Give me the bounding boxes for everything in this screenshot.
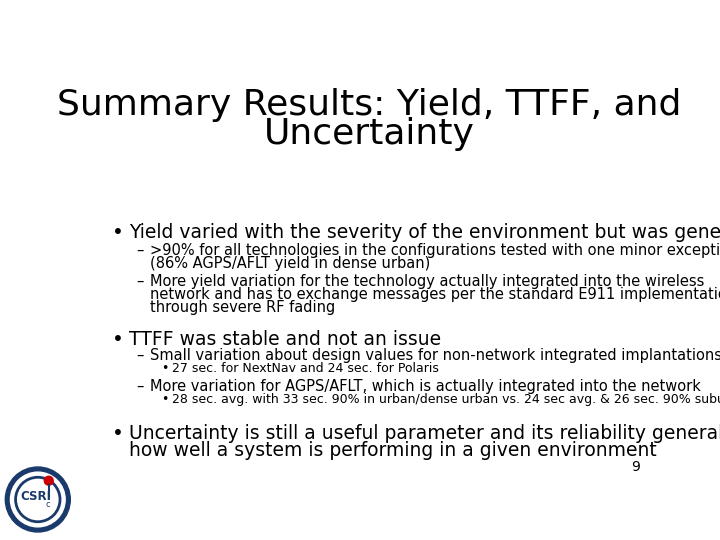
Text: –: – — [137, 274, 144, 289]
Text: c: c — [45, 500, 50, 509]
Text: 9: 9 — [631, 461, 640, 475]
Text: Small variation about design values for non-network integrated implantations: Small variation about design values for … — [150, 348, 720, 363]
Text: >90% for all technologies in the configurations tested with one minor exception: >90% for all technologies in the configu… — [150, 242, 720, 258]
Text: More variation for AGPS/AFLT, which is actually integrated into the network: More variation for AGPS/AFLT, which is a… — [150, 379, 701, 394]
Text: More yield variation for the technology actually integrated into the wireless: More yield variation for the technology … — [150, 274, 705, 289]
Text: how well a system is performing in a given environment: how well a system is performing in a giv… — [129, 441, 657, 460]
Text: Summary Results: Yield, TTFF, and: Summary Results: Yield, TTFF, and — [57, 88, 681, 122]
Text: CSRI: CSRI — [21, 490, 52, 503]
Text: through severe RF fading: through severe RF fading — [150, 300, 336, 315]
Text: Yield varied with the severity of the environment but was generally high: Yield varied with the severity of the en… — [129, 222, 720, 242]
Circle shape — [5, 467, 71, 532]
Text: (86% AGPS/AFLT yield in dense urban): (86% AGPS/AFLT yield in dense urban) — [150, 256, 431, 271]
Text: 27 sec. for NextNav and 24 sec. for Polaris: 27 sec. for NextNav and 24 sec. for Pola… — [172, 362, 439, 375]
Text: –: – — [137, 348, 144, 363]
Text: Uncertainty: Uncertainty — [264, 117, 474, 151]
Text: 28 sec. avg. with 33 sec. 90% in urban/dense urban vs. 24 sec avg. & 26 sec. 90%: 28 sec. avg. with 33 sec. 90% in urban/d… — [172, 393, 720, 406]
Text: Uncertainty is still a useful parameter and its reliability generally reflects: Uncertainty is still a useful parameter … — [129, 423, 720, 443]
Text: network and has to exchange messages per the standard E911 implementation: network and has to exchange messages per… — [150, 287, 720, 302]
Text: TTFF was stable and not an issue: TTFF was stable and not an issue — [129, 330, 441, 349]
Text: •: • — [161, 393, 168, 406]
Circle shape — [11, 472, 66, 527]
Text: •: • — [112, 222, 124, 242]
Text: •: • — [161, 362, 168, 375]
Text: –: – — [137, 379, 144, 394]
Circle shape — [45, 476, 53, 485]
Text: –: – — [137, 242, 144, 258]
Text: •: • — [112, 330, 124, 349]
Text: •: • — [112, 423, 124, 443]
